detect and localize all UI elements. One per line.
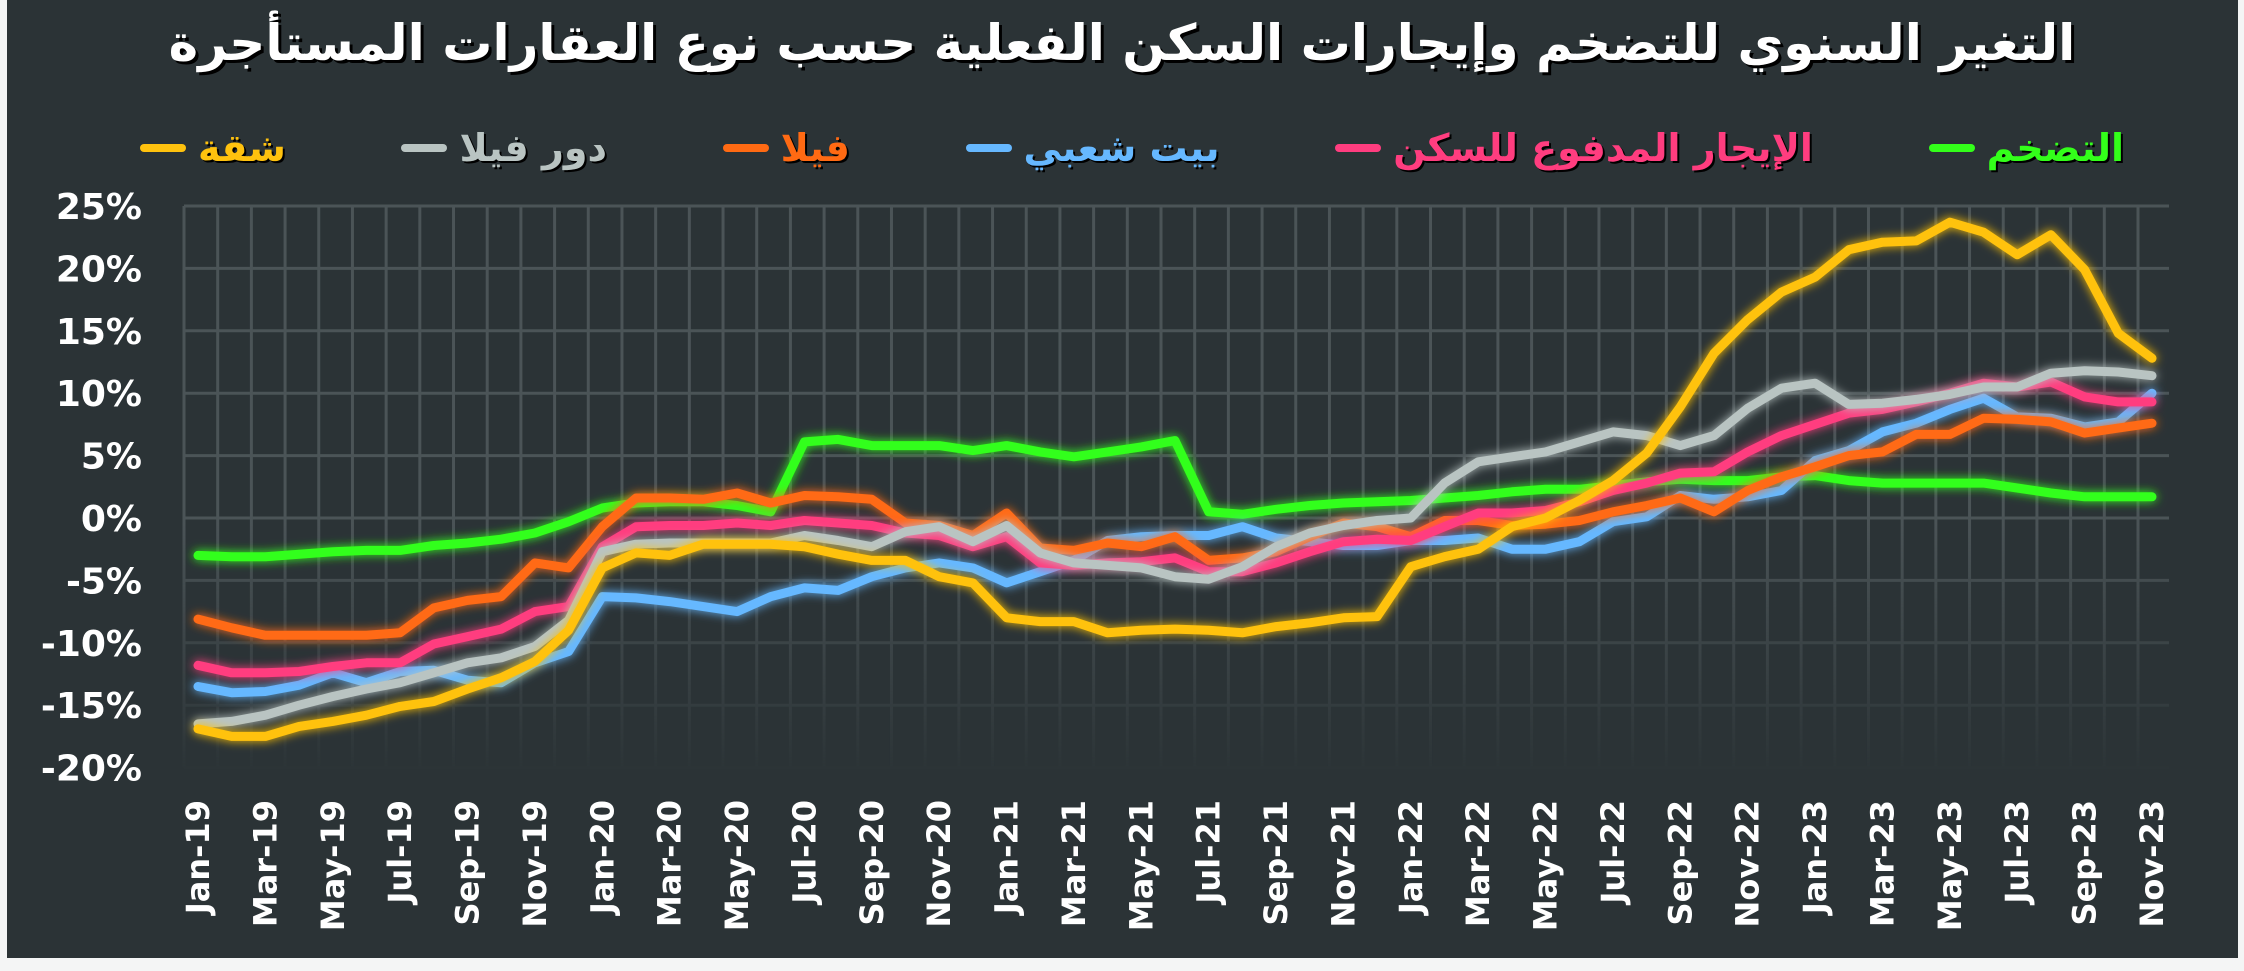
x-tick-label: May-19 (314, 800, 352, 931)
series-line (193, 413, 2157, 640)
y-tick-label: 20% (56, 249, 142, 290)
legend-line-icon (1928, 144, 1975, 152)
legend-line-icon (401, 144, 448, 152)
x-tick-label: May-21 (1122, 800, 1160, 931)
x-tick-label: Mar-22 (1459, 800, 1497, 927)
x-tick-label: Nov-19 (516, 800, 554, 927)
y-tick-label: -5% (66, 561, 142, 602)
legend-item-apartment: شقة (140, 126, 286, 170)
legend-label: شقة (198, 126, 286, 170)
x-axis: Jan-19 Mar-19 May-19 Jul-19 Sep-19 Nov-19 Jan-… (179, 800, 2171, 931)
data-series (193, 217, 2157, 741)
x-tick-label: Sep-21 (1257, 800, 1295, 925)
legend-line-icon (1335, 144, 1382, 152)
series-line (193, 434, 2157, 562)
y-tick-label: 25% (56, 187, 142, 228)
legend-line-icon (140, 144, 187, 152)
x-tick-label: Jul-20 (785, 800, 823, 905)
legend-label: دور فيلا (459, 126, 607, 170)
x-tick-label: Sep-23 (2066, 800, 2104, 925)
legend-item-traditional-house: بيت شعبي (965, 126, 1220, 170)
series-line (193, 377, 2157, 678)
series-line (193, 217, 2157, 741)
x-tick-label: Mar-19 (246, 800, 284, 927)
x-tick-label: Jul-22 (1594, 800, 1632, 905)
y-tick-label: -10% (41, 624, 142, 665)
x-tick-label: Mar-23 (1863, 800, 1901, 927)
y-tick-label: -15% (41, 686, 142, 727)
x-tick-label: Nov-23 (2133, 800, 2171, 927)
x-tick-label: Nov-20 (920, 800, 958, 927)
legend-line-icon (965, 144, 1012, 152)
x-tick-label: Sep-19 (449, 800, 487, 925)
series-line (193, 366, 2157, 729)
x-tick-label: Jan-21 (988, 800, 1026, 916)
legend-item-villa-floor: دور فيلا (401, 126, 607, 170)
x-tick-label: Jan-19 (179, 800, 217, 916)
x-tick-label: Nov-21 (1324, 800, 1362, 927)
legend-item-villa: فيلا (722, 126, 850, 170)
legend-item-inflation: التضخم (1928, 126, 2124, 170)
x-tick-label: May-20 (718, 800, 756, 931)
x-tick-label: Mar-20 (651, 800, 689, 927)
x-tick-label: Jan-22 (1392, 800, 1430, 916)
x-tick-label: Mar-21 (1055, 800, 1093, 927)
y-tick-label: 0% (81, 499, 142, 540)
x-tick-label: Jul-21 (1190, 800, 1228, 905)
legend-item-paid-rent: الإيجار المدفوع للسكن (1335, 126, 1813, 170)
y-axis: 25% 20% 15% 10% 5% 0% -5% -10% -15% -20% (41, 187, 142, 790)
x-tick-label: Jan-20 (583, 800, 621, 916)
x-tick-label: May-22 (1527, 800, 1565, 931)
legend-label: فيلا (780, 126, 850, 170)
y-tick-label: 10% (56, 374, 142, 415)
legend-line-icon (722, 144, 769, 152)
legend-label: بيت شعبي (1023, 126, 1220, 170)
legend-label: التضخم (1986, 126, 2124, 170)
legend-label: الإيجار المدفوع للسكن (1393, 126, 1813, 170)
x-tick-label: Sep-22 (1661, 800, 1699, 925)
chart-title: التغير السنوي للتضخم وإيجارات السكن الفع… (168, 14, 2076, 72)
y-tick-label: -20% (41, 749, 142, 790)
x-tick-label: Jan-23 (1796, 800, 1834, 916)
x-tick-label: Jul-23 (1998, 800, 2036, 905)
x-tick-label: Sep-20 (853, 800, 891, 925)
x-tick-label: Nov-22 (1729, 800, 1767, 927)
y-tick-label: 15% (56, 312, 142, 353)
y-tick-label: 5% (81, 437, 142, 478)
x-tick-label: Jul-19 (381, 800, 419, 905)
chart-legend: شقة دور فيلا فيلا بيت شعبي الإيجار المدف… (140, 118, 2124, 178)
x-tick-label: May-23 (1931, 800, 1969, 931)
